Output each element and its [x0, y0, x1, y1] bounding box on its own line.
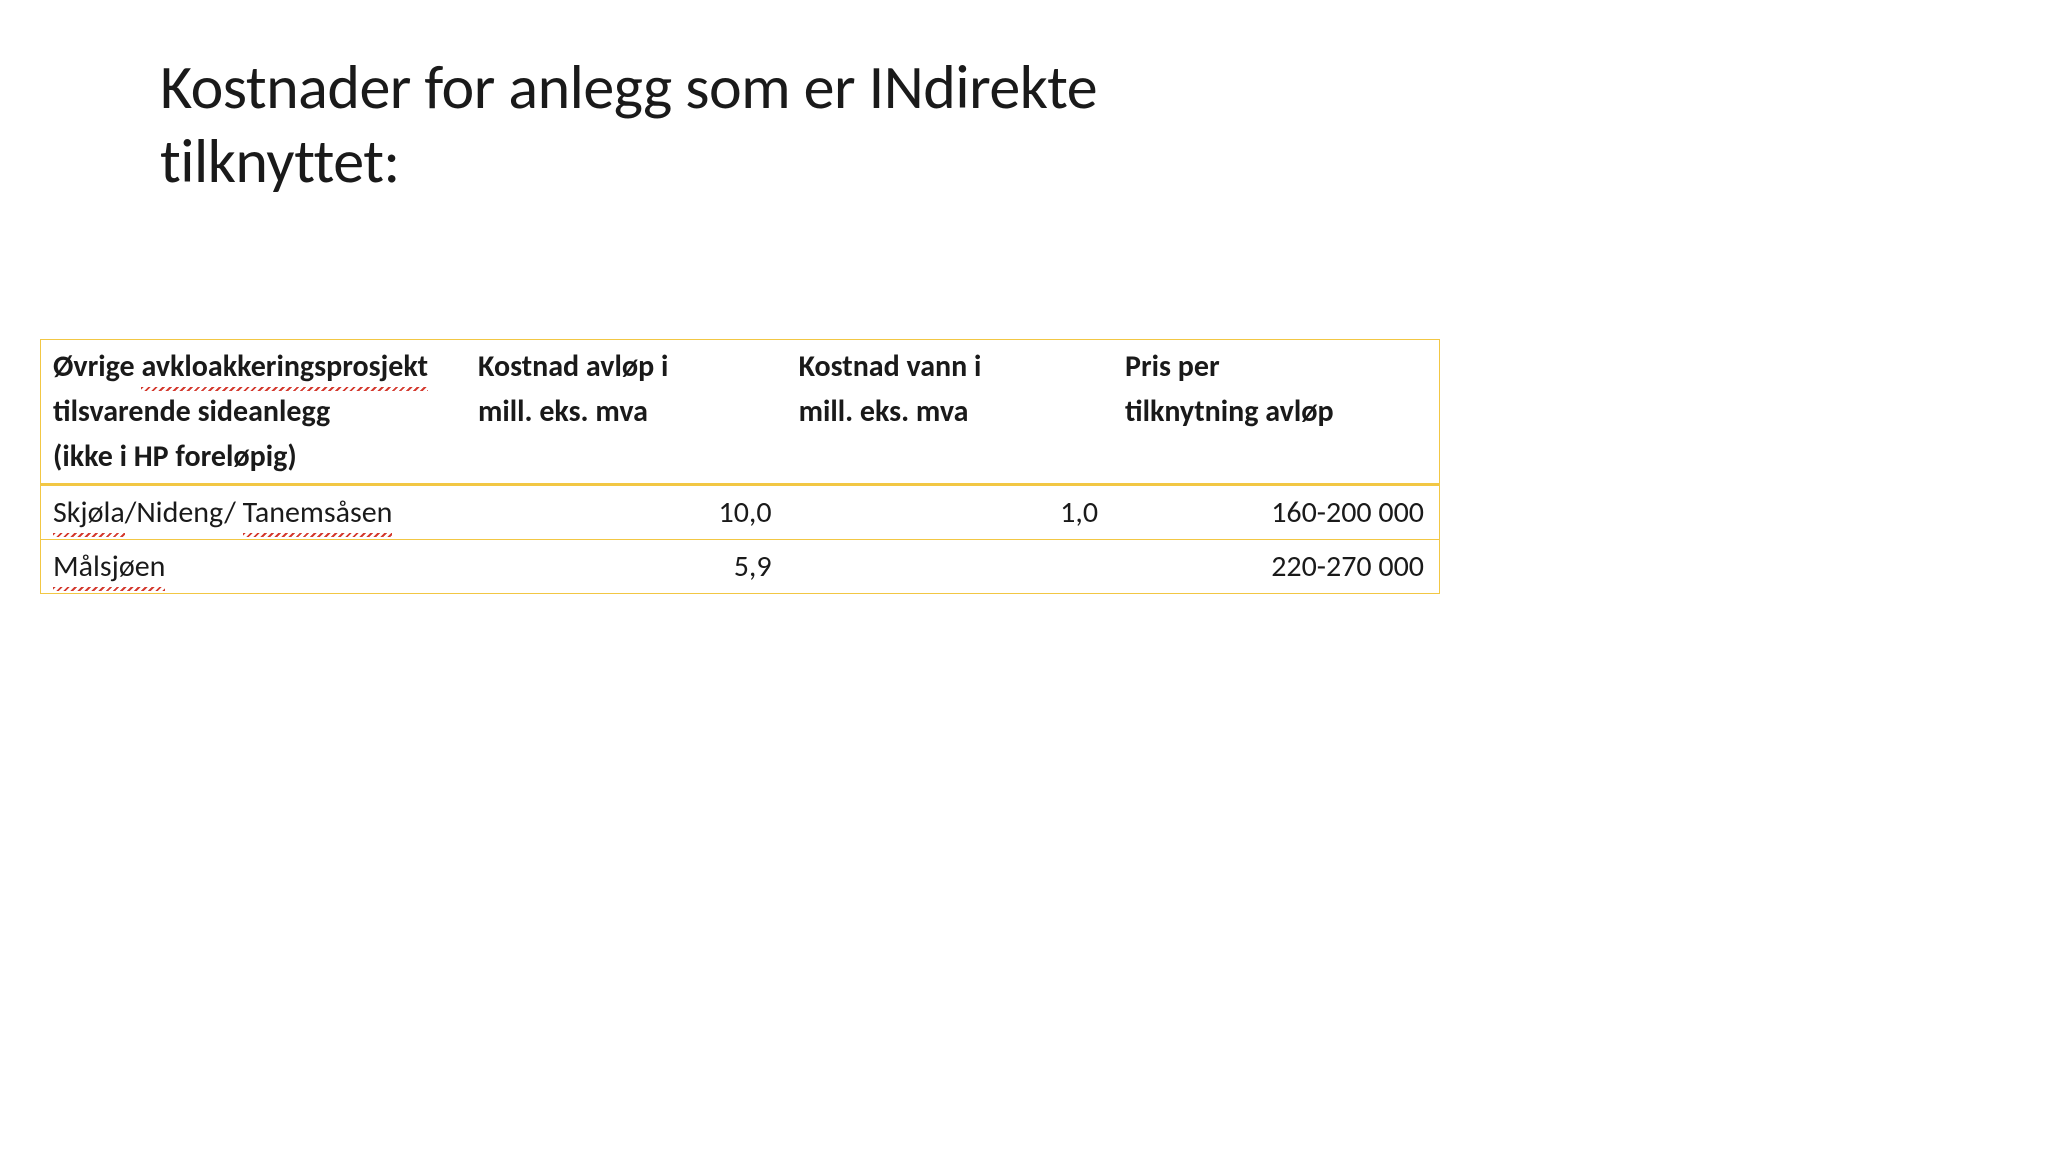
title-line-1: Kostnader for anlegg som er INdirekte [160, 49, 1097, 125]
cell-cost-water [787, 539, 1113, 593]
cell-cost-sewage: 10,0 [466, 484, 787, 539]
table-row: Målsjøen 5,9 220-270 000 [41, 539, 1440, 593]
cell-project-name: Målsjøen [41, 539, 467, 593]
cell-price-connection: 220-270 000 [1113, 539, 1439, 593]
table-row: Skjøla/Nideng/ Tanemsåsen 10,0 1,0 160-2… [41, 484, 1440, 539]
spellcheck-word-2: Skjøla [53, 490, 125, 535]
spellcheck-word-1: avkloakkeringsprosjekt [141, 344, 428, 389]
page-title: Kostnader for anlegg som er INdirekte ti… [160, 50, 1988, 199]
header-cost-sewage: Kostnad avløp i mill. eks. mva [466, 339, 787, 484]
spellcheck-word-4: Målsjøen [53, 544, 165, 589]
slide: Kostnader for anlegg som er INdirekte ti… [0, 0, 2048, 1152]
header-cost-water: Kostnad vann i mill. eks. mva [787, 339, 1113, 484]
table-header-row: Øvrige avkloakkeringsprosjekt tilsvarend… [41, 339, 1440, 484]
cost-table: Øvrige avkloakkeringsprosjekt tilsvarend… [40, 339, 1440, 594]
header-price-connection: Pris per tilknytning avløp [1113, 339, 1439, 484]
cell-price-connection: 160-200 000 [1113, 484, 1439, 539]
cost-table-container: Øvrige avkloakkeringsprosjekt tilsvarend… [40, 339, 1440, 594]
title-line-2: tilknyttet: [160, 123, 400, 199]
header-project: Øvrige avkloakkeringsprosjekt tilsvarend… [41, 339, 467, 484]
cell-project-name: Skjøla/Nideng/ Tanemsåsen [41, 484, 467, 539]
cell-cost-sewage: 5,9 [466, 539, 787, 593]
spellcheck-word-3: Tanemsåsen [243, 490, 393, 535]
cell-cost-water: 1,0 [787, 484, 1113, 539]
